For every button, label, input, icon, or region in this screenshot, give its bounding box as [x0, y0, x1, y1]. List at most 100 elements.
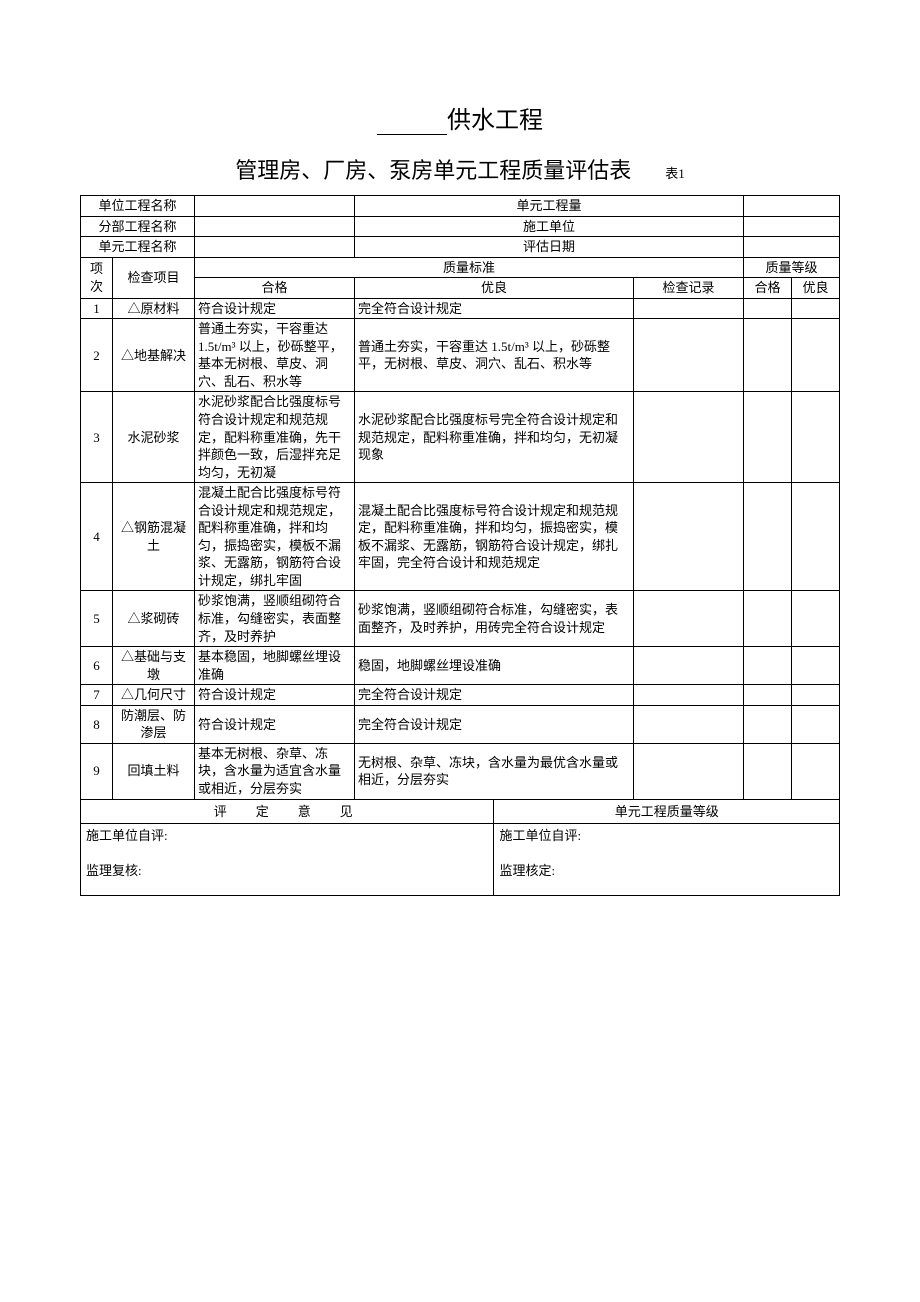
- row-good: [792, 705, 840, 743]
- table-row: 8 防潮层、防渗层 符合设计规定 完全符合设计规定: [81, 705, 840, 743]
- row-num: 2: [81, 319, 113, 392]
- title-section: 供水工程 管理房、厂房、泵房单元工程质量评估表 表1: [80, 100, 840, 185]
- eval-date-value: [744, 237, 840, 258]
- col-check-record: 检查记录: [634, 278, 744, 299]
- self-eval-label: 施工单位自评:: [86, 827, 488, 845]
- table-row: 9 回填土料 基本无树根、杂草、冻块，含水量为适宜含水量或相近，分层夯实 无树根…: [81, 743, 840, 799]
- row-qualified: 符合设计规定: [195, 298, 355, 319]
- col-pass: 合格: [744, 278, 792, 299]
- eval-date-label: 评估日期: [355, 237, 744, 258]
- row-good: [792, 319, 840, 392]
- row-pass: [744, 392, 792, 483]
- col-item-num: 项次: [81, 257, 113, 298]
- left-comments: 施工单位自评: 监理复核:: [81, 824, 494, 896]
- row-pass: [744, 483, 792, 591]
- self-eval2-label: 施工单位自评:: [499, 827, 834, 845]
- part-project-name-label: 分部工程名称: [81, 216, 195, 237]
- row-num: 3: [81, 392, 113, 483]
- row-num: 7: [81, 685, 113, 706]
- construction-unit-label: 施工单位: [355, 216, 744, 237]
- row-item: △地基解决: [113, 319, 195, 392]
- row-record: [634, 705, 744, 743]
- unit-project-item-value: [195, 237, 355, 258]
- title-suffix: 供水工程: [447, 108, 543, 134]
- row-good: [792, 298, 840, 319]
- row-excellent: 稳固，地脚螺丝埋设准确: [355, 647, 634, 685]
- construction-unit-value: [744, 216, 840, 237]
- row-item: △基础与支墩: [113, 647, 195, 685]
- row-qualified: 符合设计规定: [195, 705, 355, 743]
- row-item: 防潮层、防渗层: [113, 705, 195, 743]
- unit-project-item-label: 单元工程名称: [81, 237, 195, 258]
- table-row: 3 水泥砂浆 水泥砂浆配合比强度标号符合设计规定和规范规定，配料称重准确，先干拌…: [81, 392, 840, 483]
- row-pass: [744, 743, 792, 799]
- row-excellent: 水泥砂浆配合比强度标号完全符合设计规定和规范规定，配料称重准确，拌和均匀，无初凝…: [355, 392, 634, 483]
- table-row: 4 △钢筋混凝土 混凝土配合比强度标号符合设计规定和规范规定，配料称重准确，拌和…: [81, 483, 840, 591]
- row-good: [792, 483, 840, 591]
- row-good: [792, 685, 840, 706]
- row-item: △钢筋混凝土: [113, 483, 195, 591]
- row-pass: [744, 591, 792, 647]
- table-number: 表1: [665, 166, 685, 181]
- table-row: 2 △地基解决 普通土夯实，干容重达 1.5t/m³ 以上，砂砾整平，基本无树根…: [81, 319, 840, 392]
- row-good: [792, 591, 840, 647]
- row-excellent: 无树根、杂草、冻块，含水量为最优含水量或相近，分层夯实: [355, 743, 634, 799]
- col-excellent: 优良: [355, 278, 634, 299]
- row-num: 9: [81, 743, 113, 799]
- row-qualified: 水泥砂浆配合比强度标号符合设计规定和规范规定，配料称重准确，先干拌颜色一致，后湿…: [195, 392, 355, 483]
- title-blank: [377, 111, 447, 135]
- row-good: [792, 647, 840, 685]
- table-row: 6 △基础与支墩 基本稳固，地脚螺丝埋设准确 稳固，地脚螺丝埋设准确: [81, 647, 840, 685]
- unit-project-name-value: [195, 196, 355, 217]
- row-pass: [744, 685, 792, 706]
- eval-opinion-row: 评 定 意 见 单元工程质量等级: [81, 799, 840, 824]
- row-pass: [744, 298, 792, 319]
- row-num: 8: [81, 705, 113, 743]
- title-sub-row: 管理房、厂房、泵房单元工程质量评估表 表1: [80, 153, 840, 185]
- row-excellent: 砂浆饱满，竖顺组砌符合标准，勾缝密实，表面整齐，及时养护，用砖完全符合设计规定: [355, 591, 634, 647]
- row-record: [634, 483, 744, 591]
- row-record: [634, 392, 744, 483]
- row-excellent: 完全符合设计规定: [355, 685, 634, 706]
- row-good: [792, 743, 840, 799]
- row-qualified: 砂浆饱满，竖顺组砌符合标准，勾缝密实，表面整齐，及时养护: [195, 591, 355, 647]
- row-item: 水泥砂浆: [113, 392, 195, 483]
- eval-opinion-label: 评 定 意 见: [81, 799, 494, 824]
- row-item: 回填土料: [113, 743, 195, 799]
- row-num: 6: [81, 647, 113, 685]
- row-excellent: 普通土夯实，干容重达 1.5t/m³ 以上，砂砾整平，无树根、草皮、洞穴、乱石、…: [355, 319, 634, 392]
- row-pass: [744, 319, 792, 392]
- row-qualified: 混凝土配合比强度标号符合设计规定和规范规定，配料称重准确，拌和均匀，振捣密实，模…: [195, 483, 355, 591]
- col-quality-grade: 质量等级: [744, 257, 840, 278]
- part-project-name-value: [195, 216, 355, 237]
- supervisor-review-label: 监理复核:: [86, 862, 488, 880]
- row-record: [634, 319, 744, 392]
- header-row-1: 单位工程名称 单元工程量: [81, 196, 840, 217]
- row-pass: [744, 705, 792, 743]
- right-comments: 施工单位自评: 监理核定:: [494, 824, 840, 896]
- col-good: 优良: [792, 278, 840, 299]
- row-num: 4: [81, 483, 113, 591]
- evaluation-table: 单位工程名称 单元工程量 分部工程名称 施工单位 单元工程名称 评估日期 项次 …: [80, 195, 840, 896]
- title-main: 供水工程: [80, 100, 840, 135]
- header-row-3: 单元工程名称 评估日期: [81, 237, 840, 258]
- row-pass: [744, 647, 792, 685]
- row-record: [634, 591, 744, 647]
- column-header-row-1: 项次 检查项目 质量标准 质量等级: [81, 257, 840, 278]
- title-sub: 管理房、厂房、泵房单元工程质量评估表: [235, 153, 631, 185]
- unit-project-name-label: 单位工程名称: [81, 196, 195, 217]
- row-record: [634, 743, 744, 799]
- row-excellent: 混凝土配合比强度标号符合设计规定和规范规定，配料称重准确，拌和均匀，振捣密实，模…: [355, 483, 634, 591]
- row-excellent: 完全符合设计规定: [355, 705, 634, 743]
- row-qualified: 符合设计规定: [195, 685, 355, 706]
- table-row: 5 △浆砌砖 砂浆饱满，竖顺组砌符合标准，勾缝密实，表面整齐，及时养护 砂浆饱满…: [81, 591, 840, 647]
- row-record: [634, 298, 744, 319]
- comment-row: 施工单位自评: 监理复核: 施工单位自评: 监理核定:: [81, 824, 840, 896]
- row-num: 5: [81, 591, 113, 647]
- row-item: △几何尺寸: [113, 685, 195, 706]
- row-qualified: 基本稳固，地脚螺丝埋设准确: [195, 647, 355, 685]
- unit-quality-grade-label: 单元工程质量等级: [494, 799, 840, 824]
- col-qualified: 合格: [195, 278, 355, 299]
- unit-project-qty-label: 单元工程量: [355, 196, 744, 217]
- col-check-item: 检查项目: [113, 257, 195, 298]
